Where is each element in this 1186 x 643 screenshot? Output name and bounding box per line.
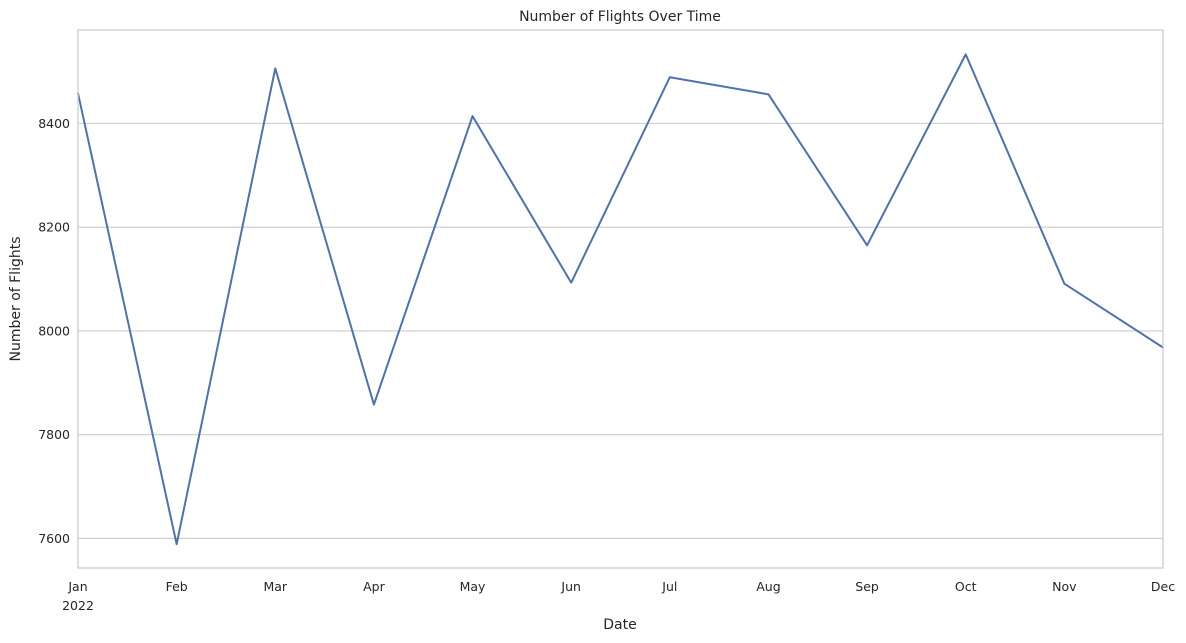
x-tick-label: Oct xyxy=(955,579,977,594)
x-tick-label: Jul xyxy=(661,579,677,594)
y-tick-label: 7800 xyxy=(38,427,70,442)
x-tick-label: Aug xyxy=(756,579,780,594)
y-tick-label: 7600 xyxy=(38,531,70,546)
x-tick-label: Jun xyxy=(560,579,581,594)
x-tick-label: Nov xyxy=(1052,579,1077,594)
series-line xyxy=(77,53,1164,546)
y-tick-label: 8200 xyxy=(38,220,70,235)
x-year-label: 2022 xyxy=(62,598,94,613)
y-axis-label: Number of Flights xyxy=(8,236,24,361)
x-tick-label: Dec xyxy=(1151,579,1175,594)
plot-frame xyxy=(77,29,1164,569)
x-tick-labels: Jan Feb Mar Apr May Jun Jul Aug Sep Oct Nov Dec 2022 xyxy=(62,579,1175,613)
chart-title: Number of Flights Over Time xyxy=(519,9,721,25)
x-tick-label: Sep xyxy=(855,579,879,594)
y-tick-label: 8000 xyxy=(38,323,70,338)
x-tick-label: Apr xyxy=(363,579,385,594)
x-tick-label: Feb xyxy=(166,579,188,594)
x-tick-label: Mar xyxy=(263,579,287,594)
y-tick-labels: 7600 7800 8000 8200 8400 xyxy=(38,116,70,546)
x-axis-label: Date xyxy=(603,617,636,633)
x-tick-label: Jan xyxy=(67,579,87,594)
y-tick-label: 8400 xyxy=(38,116,70,131)
x-tick-label: May xyxy=(460,579,486,594)
y-gridlines xyxy=(78,122,1163,539)
